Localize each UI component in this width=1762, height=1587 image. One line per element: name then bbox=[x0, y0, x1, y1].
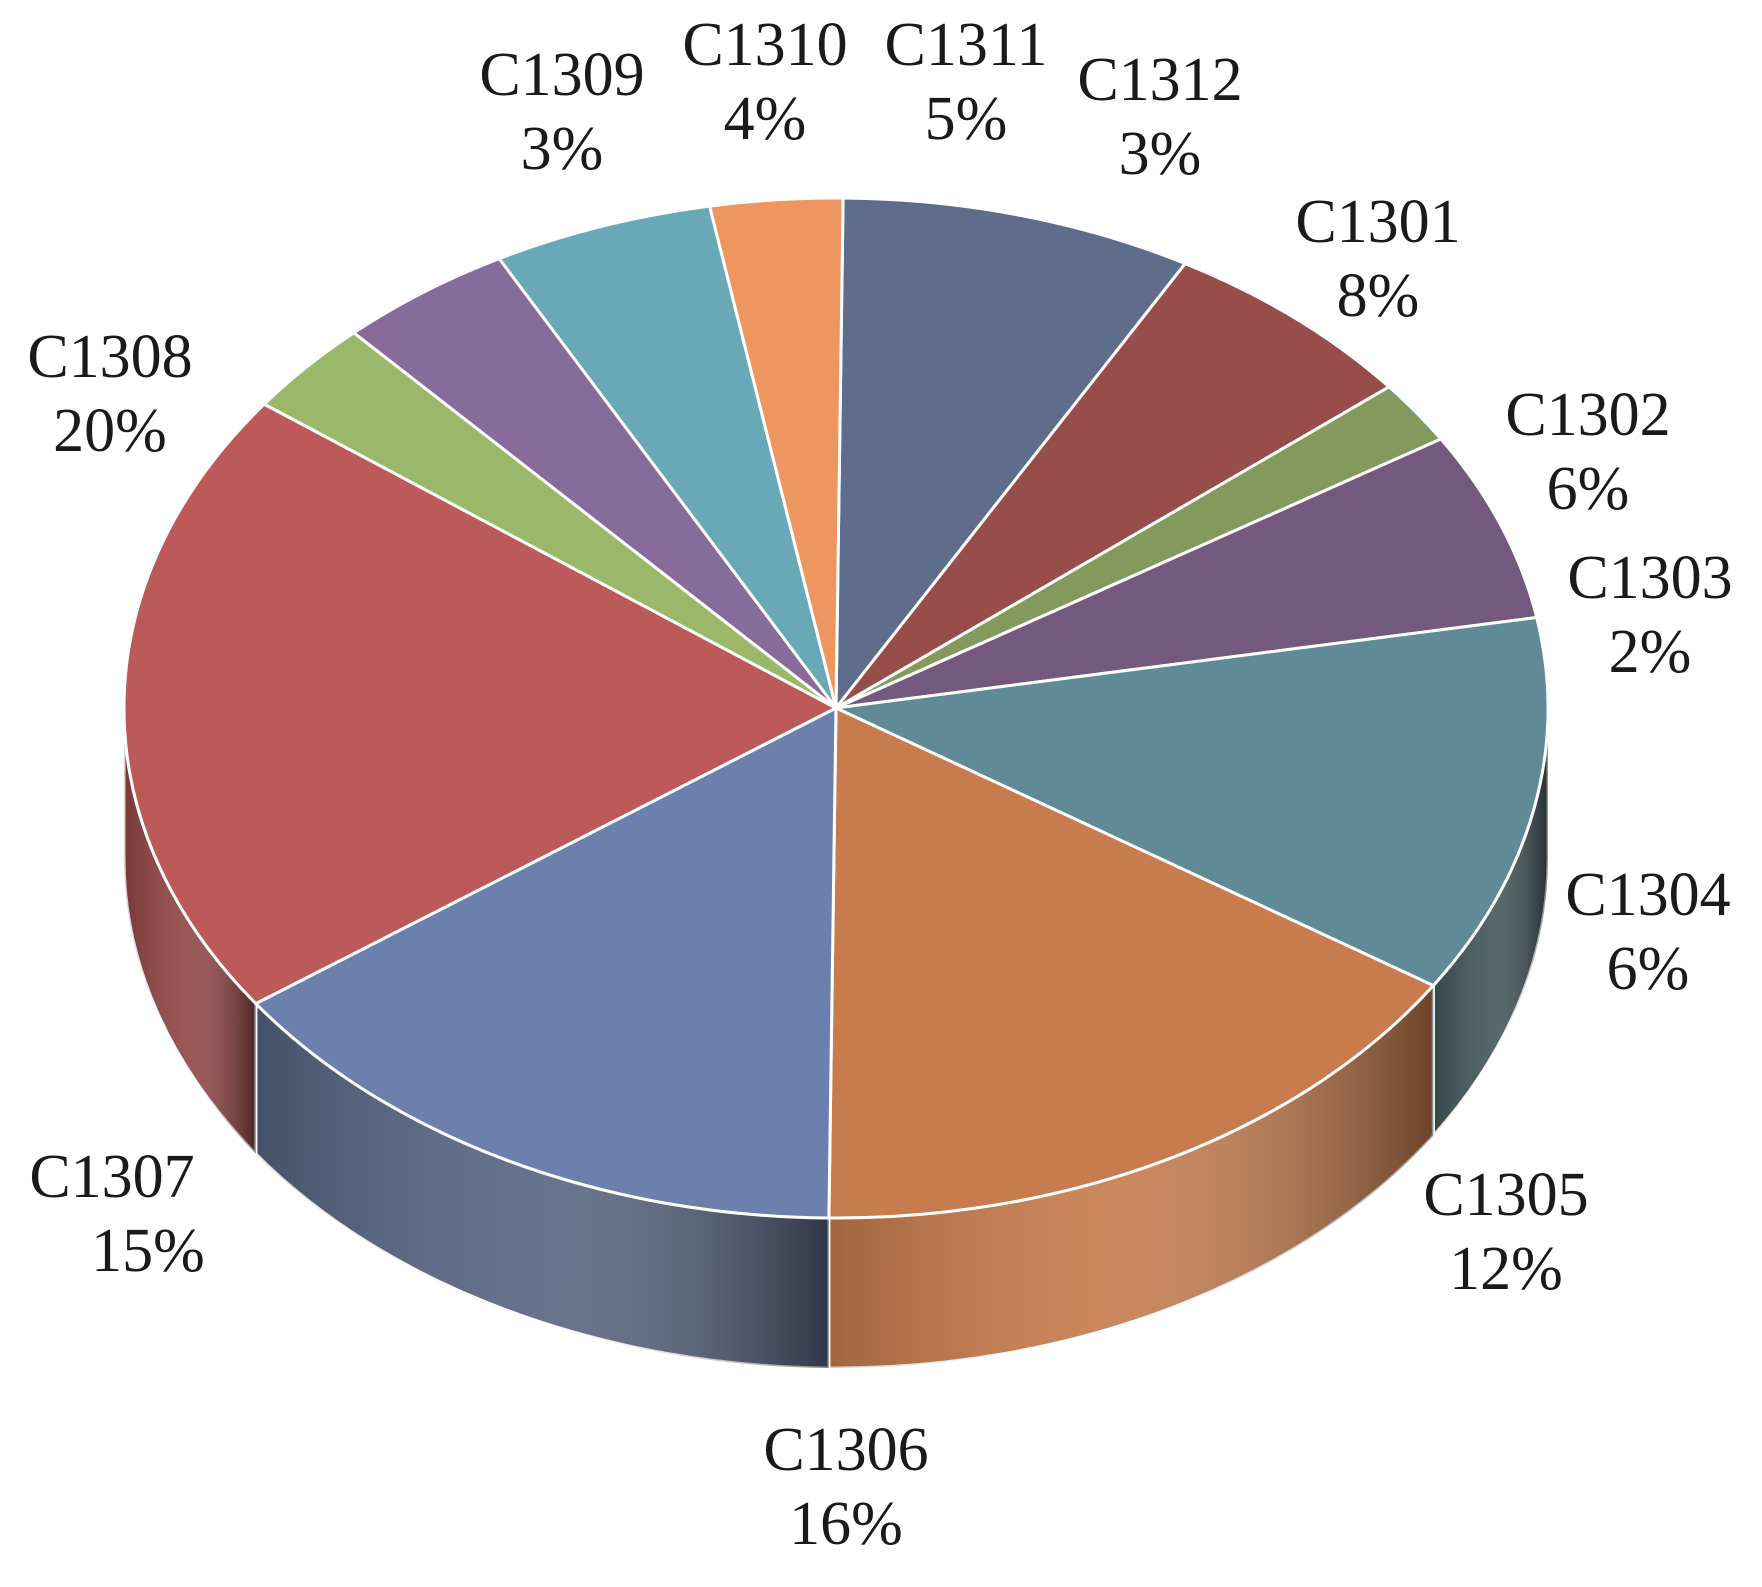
slice-percent-label: 20% bbox=[53, 397, 167, 465]
pie-slice-c1305 bbox=[834, 615, 1550, 988]
pie-slice-c1308 bbox=[122, 402, 838, 1006]
slice-name-label: C1309 bbox=[479, 41, 644, 109]
slice-name-label: C1311 bbox=[884, 11, 1047, 79]
slice-percent-label: 15% bbox=[91, 1217, 205, 1285]
slice-percent-label: 3% bbox=[1119, 120, 1202, 188]
slice-percent-label: 12% bbox=[1449, 1235, 1563, 1303]
pie-side-shade-c1307 bbox=[255, 1003, 829, 1368]
slice-name-label: C1307 bbox=[29, 1143, 194, 1211]
pie-slice-c1304 bbox=[834, 437, 1539, 710]
slice-name-label: C1304 bbox=[1565, 861, 1730, 929]
slice-percent-label: 8% bbox=[1337, 262, 1420, 330]
slice-name-label: C1308 bbox=[27, 323, 192, 391]
pie-slice-c1311 bbox=[497, 204, 838, 710]
pie-slice-c1310 bbox=[352, 257, 838, 710]
slice-percent-label: 4% bbox=[724, 85, 807, 153]
slice-name-label: C1303 bbox=[1567, 544, 1732, 612]
slice-percent-label: 6% bbox=[1607, 935, 1690, 1003]
slice-percent-label: 5% bbox=[925, 85, 1008, 153]
pie-slice-c1301 bbox=[834, 196, 1187, 710]
pie-side-layer bbox=[122, 707, 1550, 1370]
pie-slice-c1302 bbox=[834, 262, 1391, 710]
pie-side-shade-c1308 bbox=[124, 708, 256, 1154]
slice-name-label: C1305 bbox=[1423, 1161, 1588, 1229]
slice-name-label: C1301 bbox=[1295, 188, 1460, 256]
pie-label-layer: C13018%C13026%C13032%C13046%C130512%C130… bbox=[27, 11, 1732, 1558]
slice-name-label: C1312 bbox=[1077, 46, 1242, 114]
pie-slice-c1306 bbox=[827, 706, 1435, 1220]
slice-percent-label: 16% bbox=[789, 1490, 903, 1558]
slice-percent-label: 3% bbox=[521, 115, 604, 183]
pie-slice-c1307 bbox=[254, 706, 838, 1220]
slice-percent-label: 6% bbox=[1547, 455, 1630, 523]
slice-name-label: C1310 bbox=[682, 11, 847, 79]
pie-slice-c1312 bbox=[708, 196, 845, 710]
slice-percent-label: 2% bbox=[1609, 618, 1692, 686]
pie-side-shade-c1305 bbox=[1433, 708, 1548, 1136]
pie-top-layer bbox=[122, 196, 1550, 1220]
slice-name-label: C1306 bbox=[763, 1416, 928, 1484]
slice-name-label: C1302 bbox=[1505, 381, 1670, 449]
pie-side-shade-c1306 bbox=[828, 985, 1434, 1368]
